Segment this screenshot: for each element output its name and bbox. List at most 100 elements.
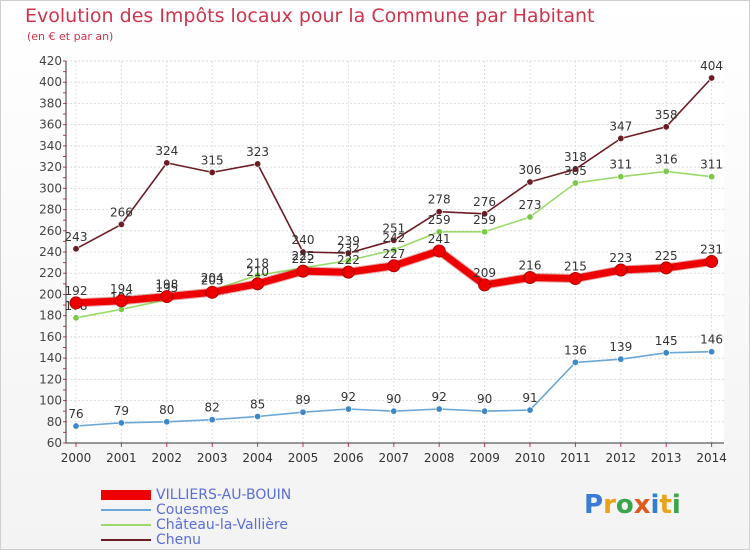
data-label: 311 xyxy=(609,158,632,172)
x-tick-label: 2006 xyxy=(333,451,364,465)
data-point xyxy=(344,249,352,257)
data-label: 204 xyxy=(201,271,224,285)
data-point xyxy=(72,245,80,253)
y-tick-label: 220 xyxy=(39,266,62,280)
data-point xyxy=(390,246,398,254)
y-tick-label: 360 xyxy=(39,118,62,132)
data-label: 243 xyxy=(65,230,88,244)
legend-label: Château-la-Vallière xyxy=(156,516,288,533)
data-point xyxy=(72,314,80,322)
data-point xyxy=(708,74,716,82)
legend-item-chenu[interactable]: Chenu xyxy=(101,531,291,548)
logo-letter: x xyxy=(633,490,651,520)
legend-label: VILLIERS-AU-BOUIN xyxy=(156,486,292,503)
x-tick-label: 2011 xyxy=(560,451,591,465)
data-label: 222 xyxy=(337,253,360,267)
proxiti-logo: Proxiti xyxy=(584,490,681,520)
data-point xyxy=(208,416,216,424)
data-point xyxy=(526,213,534,221)
data-point xyxy=(617,134,625,142)
data-point xyxy=(387,259,401,273)
legend-item-villiers[interactable]: VILLIERS-AU-BOUIN xyxy=(101,486,292,503)
data-label: 136 xyxy=(564,343,587,357)
data-point xyxy=(72,422,80,430)
y-tick-label: 280 xyxy=(39,203,62,217)
data-label: 209 xyxy=(473,266,496,280)
data-label: 404 xyxy=(700,59,723,73)
data-point xyxy=(708,173,716,181)
data-point xyxy=(435,405,443,413)
data-label: 146 xyxy=(700,333,723,347)
data-label: 225 xyxy=(655,249,678,263)
data-point xyxy=(299,408,307,416)
y-tick-label: 160 xyxy=(39,330,62,344)
data-point xyxy=(254,160,262,168)
data-label: 192 xyxy=(65,284,88,298)
data-point xyxy=(705,255,719,269)
y-tick-label: 60 xyxy=(47,436,62,450)
data-label: 278 xyxy=(428,193,451,207)
x-tick-label: 2014 xyxy=(696,451,727,465)
y-tick-label: 400 xyxy=(39,75,62,89)
legend-swatch xyxy=(101,523,151,526)
x-tick-label: 2002 xyxy=(152,451,183,465)
legend-swatch xyxy=(101,489,151,500)
x-tick-label: 2003 xyxy=(197,451,228,465)
y-tick-label: 420 xyxy=(39,54,62,68)
data-point xyxy=(114,294,128,308)
data-label: 90 xyxy=(386,392,401,406)
logo-letter: t xyxy=(659,490,672,520)
data-point xyxy=(160,290,174,304)
data-label: 89 xyxy=(295,393,310,407)
y-tick-label: 300 xyxy=(39,181,62,195)
data-point xyxy=(341,265,355,279)
y-tick-label: 80 xyxy=(47,415,62,429)
data-point xyxy=(117,419,125,427)
x-tick-label: 2000 xyxy=(61,451,92,465)
data-point xyxy=(69,296,83,310)
chart-subtitle: (en € et par an) xyxy=(27,30,114,43)
chart-title: Evolution des Impôts locaux pour la Comm… xyxy=(25,5,595,27)
data-label: 358 xyxy=(655,108,678,122)
data-label: 92 xyxy=(432,390,447,404)
data-label: 223 xyxy=(609,251,632,265)
legend-label: Chenu xyxy=(156,531,202,548)
data-point xyxy=(662,123,670,131)
data-point xyxy=(435,208,443,216)
data-point xyxy=(662,167,670,175)
legend-item-chateau[interactable]: Château-la-Vallière xyxy=(101,516,291,533)
data-point xyxy=(568,272,582,286)
data-point xyxy=(208,168,216,176)
data-point xyxy=(526,406,534,414)
data-point xyxy=(614,263,628,277)
legend-item-couesmes[interactable]: Couesmes xyxy=(101,502,291,518)
data-label: 85 xyxy=(250,397,265,411)
data-label: 222 xyxy=(292,252,315,266)
data-point xyxy=(205,285,219,299)
y-tick-label: 140 xyxy=(39,351,62,365)
data-point xyxy=(571,165,579,173)
data-point xyxy=(708,348,716,356)
data-label: 194 xyxy=(110,282,133,296)
x-tick-label: 2004 xyxy=(242,451,273,465)
data-point xyxy=(296,264,310,278)
data-point xyxy=(390,236,398,244)
data-point xyxy=(617,173,625,181)
data-point xyxy=(481,228,489,236)
logo-letter: P xyxy=(584,490,604,520)
logo-letter: r xyxy=(603,490,616,520)
data-label: 241 xyxy=(428,232,451,246)
x-tick-label: 2012 xyxy=(606,451,637,465)
data-point xyxy=(117,220,125,228)
data-label: 323 xyxy=(246,145,269,159)
data-label: 318 xyxy=(564,150,587,164)
x-tick-label: 2010 xyxy=(515,451,546,465)
data-label: 259 xyxy=(473,213,496,227)
data-point xyxy=(163,418,171,426)
data-point xyxy=(299,248,307,256)
x-tick-label: 2008 xyxy=(424,451,455,465)
data-label: 305 xyxy=(564,164,587,178)
data-point xyxy=(481,210,489,218)
data-point xyxy=(435,228,443,236)
